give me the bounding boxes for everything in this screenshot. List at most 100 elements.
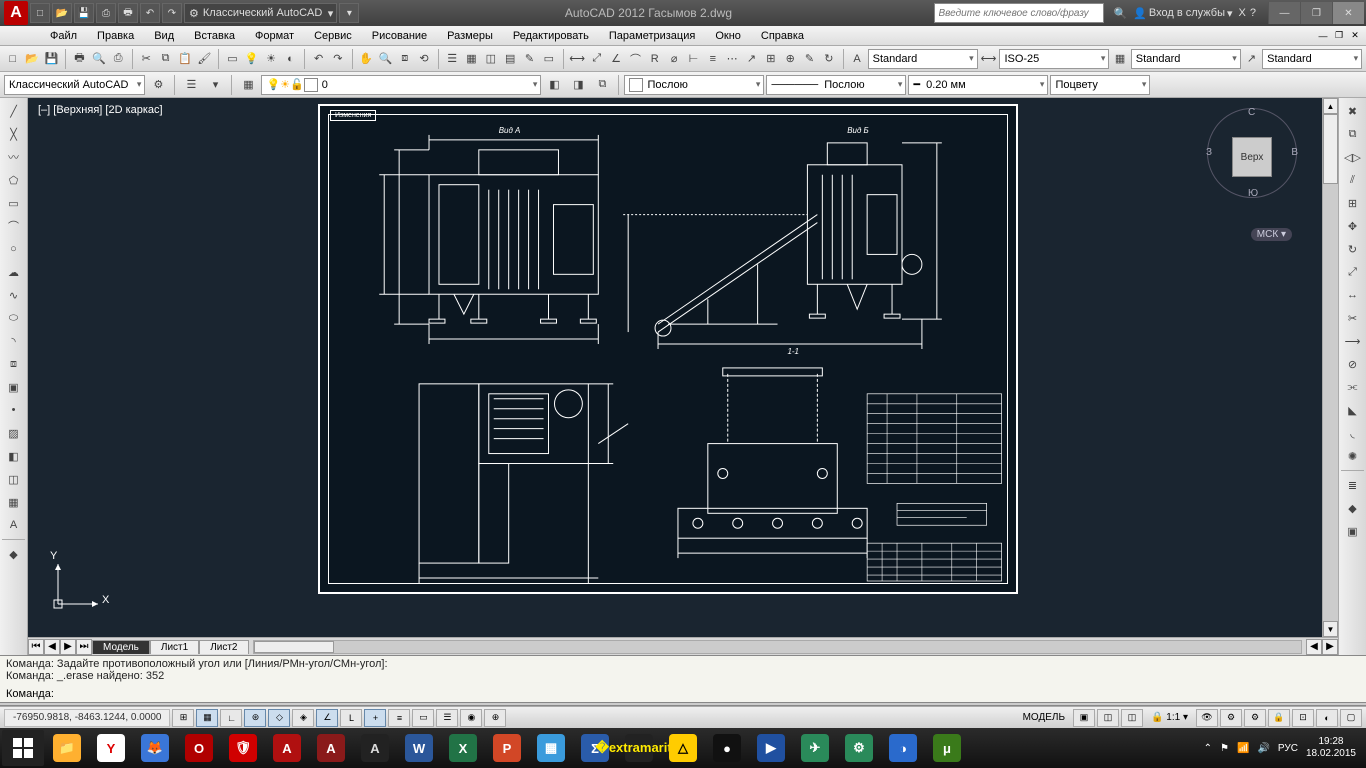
tray-volume-icon[interactable]: 🔊 (1257, 743, 1269, 754)
new-icon[interactable]: □ (30, 3, 50, 23)
lwt-toggle[interactable]: ≡ (388, 709, 410, 727)
quickview-d-icon[interactable]: ◫ (1121, 709, 1143, 727)
region-icon[interactable]: ◫ (2, 468, 26, 490)
tab-layout2[interactable]: Лист2 (199, 640, 248, 654)
chamfer-icon[interactable]: ◣ (1341, 399, 1365, 421)
menu-draw[interactable]: Рисование (362, 30, 437, 42)
redo-icon[interactable]: ↷ (329, 48, 346, 70)
tpy-toggle[interactable]: ▭ (412, 709, 434, 727)
spline-icon[interactable]: ∿ (2, 284, 26, 306)
polygon-icon[interactable]: ⬠ (2, 169, 26, 191)
layer-states-icon[interactable]: ▾ (204, 74, 226, 96)
properties-icon[interactable]: ☰ (443, 48, 460, 70)
tray-network-icon[interactable]: 📶 (1237, 743, 1249, 754)
taskbar-app[interactable]: Y (90, 730, 132, 766)
modelspace-icon[interactable]: ▣ (1073, 709, 1095, 727)
undo-icon[interactable]: ↶ (310, 48, 327, 70)
dim-ordinate-icon[interactable]: ⊢ (685, 48, 702, 70)
linetype-combo[interactable]: ──────Послою (766, 75, 906, 95)
grid-toggle[interactable]: ▦ (196, 709, 218, 727)
open-icon[interactable]: 📂 (23, 48, 40, 70)
point-icon[interactable]: • (2, 399, 26, 421)
wcs-badge[interactable]: МСК ▾ (1251, 228, 1292, 241)
tablestyle-icon[interactable]: ▦ (1111, 48, 1128, 70)
otrack-toggle[interactable]: ∠ (316, 709, 338, 727)
hatch-icon[interactable]: ▨ (2, 422, 26, 444)
layer-props-icon[interactable]: ☰ (180, 74, 202, 96)
extra-icon[interactable]: ◆ (2, 543, 26, 565)
menu-format[interactable]: Формат (245, 30, 304, 42)
dim-baseline-icon[interactable]: ≡ (704, 48, 721, 70)
mleader-style-combo[interactable]: Standard (1262, 49, 1362, 69)
viewport-label[interactable]: [–] [Верхняя] [2D каркас] (38, 104, 163, 116)
match-icon[interactable]: 🖌 (196, 48, 213, 70)
menu-dimension[interactable]: Размеры (437, 30, 503, 42)
markup-icon[interactable]: ✎ (521, 48, 538, 70)
taskbar-app[interactable]: �extramarital (618, 730, 660, 766)
erase-icon[interactable]: ✖ (1341, 100, 1365, 122)
revcloud-icon[interactable]: ☁ (2, 261, 26, 283)
mtext-icon[interactable]: A (2, 514, 26, 536)
dim-arc-icon[interactable]: ⌒ (627, 48, 644, 70)
extend-icon[interactable]: ⟶ (1341, 330, 1365, 352)
text-style-combo[interactable]: Standard (868, 49, 978, 69)
taskbar-app[interactable]: 🦊 (134, 730, 176, 766)
sc-toggle[interactable]: ◉ (460, 709, 482, 727)
mdi-min[interactable]: — (1316, 29, 1330, 43)
dyn-toggle[interactable]: + (364, 709, 386, 727)
menu-edit[interactable]: Правка (87, 30, 144, 42)
sun-icon[interactable]: ☀ (262, 48, 279, 70)
dim-aligned-icon[interactable]: ⤢ (588, 48, 605, 70)
ellipse-icon[interactable]: ⬭ (2, 307, 26, 329)
dim-angular-icon[interactable]: ∠ (607, 48, 624, 70)
xline-icon[interactable]: ╳ (2, 123, 26, 145)
menu-parametric[interactable]: Параметризация (599, 30, 705, 42)
rotate-icon[interactable]: ↻ (1341, 238, 1365, 260)
qp-toggle[interactable]: ☰ (436, 709, 458, 727)
saveas-icon[interactable]: ⎙ (96, 3, 116, 23)
menu-window[interactable]: Окно (705, 30, 751, 42)
zoom-icon[interactable]: 🔍 (377, 48, 394, 70)
taskbar-app[interactable]: A (266, 730, 308, 766)
tab-model[interactable]: Модель (92, 640, 150, 654)
taskbar-app[interactable]: X (442, 730, 484, 766)
layer-combo[interactable]: 💡 ☀ 🔓 0 (261, 75, 541, 95)
cut-icon[interactable]: ✂ (138, 48, 155, 70)
anno-scale[interactable]: 🔒 1:1 ▾ (1145, 712, 1194, 723)
mdi-restore[interactable]: ❐ (1332, 29, 1346, 43)
tp-icon[interactable]: ◫ (482, 48, 499, 70)
search-input[interactable] (935, 4, 1103, 22)
new-icon[interactable]: □ (4, 48, 21, 70)
hscroll-left-icon[interactable]: ◀ (1306, 639, 1322, 655)
vscrollbar[interactable]: ▲ ▼ (1322, 98, 1338, 637)
workspace-combo[interactable]: Классический AutoCAD (4, 75, 145, 95)
mirror-icon[interactable]: ◁▷ (1341, 146, 1365, 168)
taskbar-app[interactable]: ✈ (794, 730, 836, 766)
hscroll-right-icon[interactable]: ▶ (1322, 639, 1338, 655)
layer-iso-icon[interactable]: ◧ (543, 74, 565, 96)
plot-icon[interactable]: 🖶 (71, 48, 88, 70)
preview-icon[interactable]: 🔍 (90, 48, 107, 70)
coords-display[interactable]: -76950.9818, -8463.1244, 0.0000 (4, 709, 170, 727)
line-icon[interactable]: ╱ (2, 100, 26, 122)
close-button[interactable]: ✕ (1332, 2, 1364, 24)
ssm-icon[interactable]: ▤ (502, 48, 519, 70)
command-window[interactable]: Команда: Задайте противоположный угол ил… (0, 655, 1366, 702)
hscrollbar[interactable] (253, 640, 1303, 654)
taskbar-app[interactable]: μ (926, 730, 968, 766)
polyline-icon[interactable]: 〰 (2, 146, 26, 168)
anno-vis-icon[interactable]: 👁 (1196, 709, 1218, 727)
command-input[interactable] (57, 688, 1360, 700)
block-icon[interactable]: ▣ (2, 376, 26, 398)
paste-icon[interactable]: 📋 (176, 48, 193, 70)
table-style-combo[interactable]: Standard (1131, 49, 1241, 69)
menu-help[interactable]: Справка (751, 30, 814, 42)
block-icon[interactable]: ▭ (224, 48, 241, 70)
mdi-close[interactable]: ✕ (1348, 29, 1362, 43)
dim-diameter-icon[interactable]: ⌀ (665, 48, 682, 70)
osnap-toggle[interactable]: ◇ (268, 709, 290, 727)
maximize-button[interactable]: ❐ (1300, 2, 1332, 24)
table-icon[interactable]: ▦ (2, 491, 26, 513)
break-icon[interactable]: ⊘ (1341, 353, 1365, 375)
fillet-icon[interactable]: ◟ (1341, 422, 1365, 444)
